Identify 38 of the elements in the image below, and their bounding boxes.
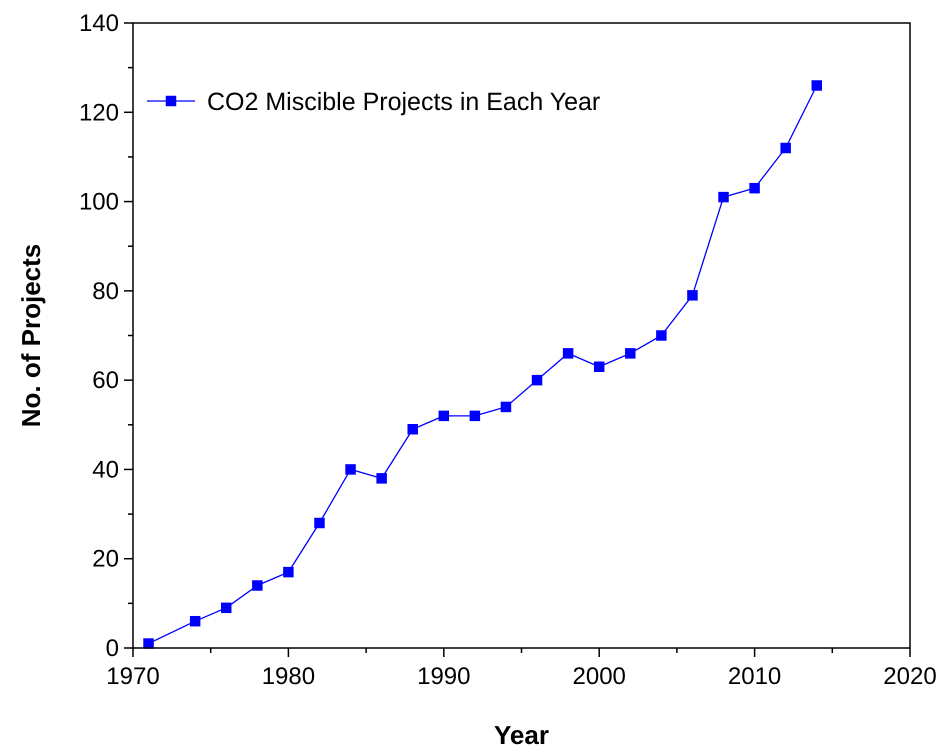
y-tick-label: 40: [92, 456, 119, 484]
y-tick-label: 60: [92, 367, 119, 394]
point: [780, 142, 791, 154]
point: [562, 348, 574, 359]
x-tick-label: 1970: [106, 663, 160, 690]
x-tick-label: 2010: [728, 663, 782, 690]
point: [407, 424, 418, 434]
y-tick-label: 80: [92, 278, 119, 305]
point: [500, 402, 512, 412]
point: [314, 518, 325, 528]
point: [252, 580, 263, 591]
y-axis-title: No. of Projects: [16, 244, 46, 428]
x-tick-label: 1990: [417, 663, 470, 690]
y-tick-label: 120: [78, 99, 119, 126]
point: [438, 410, 450, 422]
point: [283, 566, 294, 578]
x-axis-title: Year: [494, 720, 549, 750]
point: [749, 182, 760, 194]
point: [656, 330, 667, 341]
x-tick-label: 2020: [883, 663, 937, 690]
y-tick-label: 140: [78, 10, 119, 37]
point: [718, 192, 729, 202]
point: [687, 290, 698, 301]
y-tick-label: 0: [106, 635, 119, 662]
x-tick-label: 1980: [262, 663, 316, 690]
point: [470, 410, 480, 422]
legend-label: CO2 Miscible Projects in Each Year: [207, 88, 600, 116]
x-tick-label: 2000: [572, 663, 626, 690]
point: [812, 80, 822, 91]
point: [220, 602, 232, 614]
y-tick-label: 100: [78, 188, 119, 216]
point: [376, 473, 387, 484]
point: [190, 616, 200, 626]
point: [532, 374, 542, 386]
point: [345, 464, 356, 475]
point: [625, 348, 636, 359]
y-tick-label: 20: [92, 546, 119, 573]
point: [594, 362, 604, 372]
